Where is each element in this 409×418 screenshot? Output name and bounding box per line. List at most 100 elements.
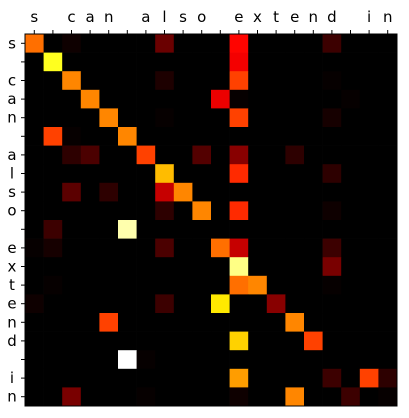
heatmap-cell	[266, 127, 286, 146]
heatmap-cell	[304, 220, 323, 239]
heatmap-cell	[155, 34, 175, 53]
x-tick-label: x	[253, 8, 262, 26]
heatmap-cell	[341, 368, 361, 388]
heatmap-cell	[99, 350, 119, 370]
heatmap-cell	[80, 127, 100, 146]
y-tick-label: n	[7, 109, 17, 127]
heatmap-cell	[118, 275, 137, 295]
heatmap-cell	[304, 331, 323, 351]
heatmap-cell	[43, 294, 63, 314]
heatmap-cell	[136, 257, 156, 277]
heatmap-cell	[25, 108, 44, 128]
heatmap-cell	[173, 294, 193, 314]
heatmap-cell	[248, 182, 268, 202]
heatmap-cell	[192, 350, 212, 370]
heatmap-cell	[118, 294, 137, 314]
heatmap-cell	[25, 238, 44, 258]
y-tick-label: a	[7, 146, 16, 164]
heatmap-cell	[248, 34, 268, 53]
heatmap-cell	[266, 71, 286, 91]
heatmap-cell	[99, 201, 119, 221]
heatmap-cell	[266, 313, 286, 332]
heatmap-cell	[136, 238, 156, 258]
heatmap-cell	[173, 52, 193, 72]
heatmap-cell	[192, 89, 212, 109]
heatmap-cell	[173, 238, 193, 258]
heatmap-cell	[136, 164, 156, 184]
heatmap-cell	[304, 313, 323, 332]
heatmap-cell	[25, 145, 44, 165]
heatmap-cell	[25, 275, 44, 295]
heatmap-cell	[173, 368, 193, 388]
heatmap-cell	[80, 238, 100, 258]
heatmap-cell	[211, 331, 230, 351]
heatmap-cell	[155, 108, 175, 128]
x-tick-label: a	[141, 8, 150, 26]
y-tick-label: e	[7, 239, 16, 257]
heatmap-cell	[341, 164, 361, 184]
heatmap-cell	[62, 108, 82, 128]
heatmap-cell	[359, 164, 379, 184]
heatmap-cell	[155, 71, 175, 91]
heatmap-cell	[248, 127, 268, 146]
heatmap-cell	[25, 201, 44, 221]
heatmap-cell	[118, 387, 137, 407]
heatmap-cell	[99, 127, 119, 146]
heatmap-cell	[248, 89, 268, 109]
heatmap-cell	[62, 145, 82, 165]
heatmap-cell	[43, 52, 63, 72]
heatmap-cell	[211, 257, 230, 277]
heatmap-cell	[62, 368, 82, 388]
heatmap-cell	[173, 331, 193, 351]
heatmap-cell	[62, 182, 82, 202]
heatmap-cell	[43, 89, 63, 109]
heatmap-cell	[359, 71, 379, 91]
heatmap-cell	[136, 220, 156, 239]
heatmap-cell	[266, 220, 286, 239]
heatmap-cell	[80, 52, 100, 72]
heatmap-cell	[62, 331, 82, 351]
heatmap-cell	[322, 387, 342, 407]
heatmap-cell	[248, 52, 268, 72]
heatmap-cell	[359, 220, 379, 239]
heatmap-cell	[43, 108, 63, 128]
heatmap-cell	[25, 294, 44, 314]
heatmap-cell	[192, 331, 212, 351]
heatmap-cell	[229, 220, 249, 239]
heatmap-cell	[173, 201, 193, 221]
heatmap-cell	[229, 238, 249, 258]
heatmap-cell	[211, 294, 230, 314]
heatmap-cell	[285, 368, 305, 388]
heatmap-cell	[62, 201, 82, 221]
heatmap-cell	[211, 52, 230, 72]
heatmap-cell	[211, 34, 230, 53]
heatmap-cell	[155, 294, 175, 314]
heatmap-cell	[266, 89, 286, 109]
heatmap-cell	[80, 257, 100, 277]
heatmap-cell	[192, 127, 212, 146]
heatmap-cell	[136, 34, 156, 53]
heatmap-cell	[136, 52, 156, 72]
heatmap-cell	[359, 145, 379, 165]
heatmap-cell	[229, 182, 249, 202]
heatmap-cell	[378, 368, 398, 388]
heatmap-cell	[43, 145, 63, 165]
heatmap-cell	[80, 275, 100, 295]
heatmap-cell	[229, 350, 249, 370]
heatmap-cell	[229, 294, 249, 314]
heatmap-cell	[25, 182, 44, 202]
heatmap-cell	[118, 127, 137, 146]
heatmap-cell	[341, 294, 361, 314]
heatmap-cell	[322, 127, 342, 146]
heatmap-cell	[62, 89, 82, 109]
x-tick-label: n	[383, 8, 393, 26]
heatmap-cell	[118, 368, 137, 388]
heatmap-cell	[304, 108, 323, 128]
heatmap-cell	[322, 145, 342, 165]
heatmap-cell	[136, 89, 156, 109]
heatmap-cell	[155, 127, 175, 146]
heatmap-cell	[322, 331, 342, 351]
heatmap-cell	[341, 350, 361, 370]
heatmap-cell	[99, 294, 119, 314]
x-tick-label: t	[273, 8, 279, 26]
